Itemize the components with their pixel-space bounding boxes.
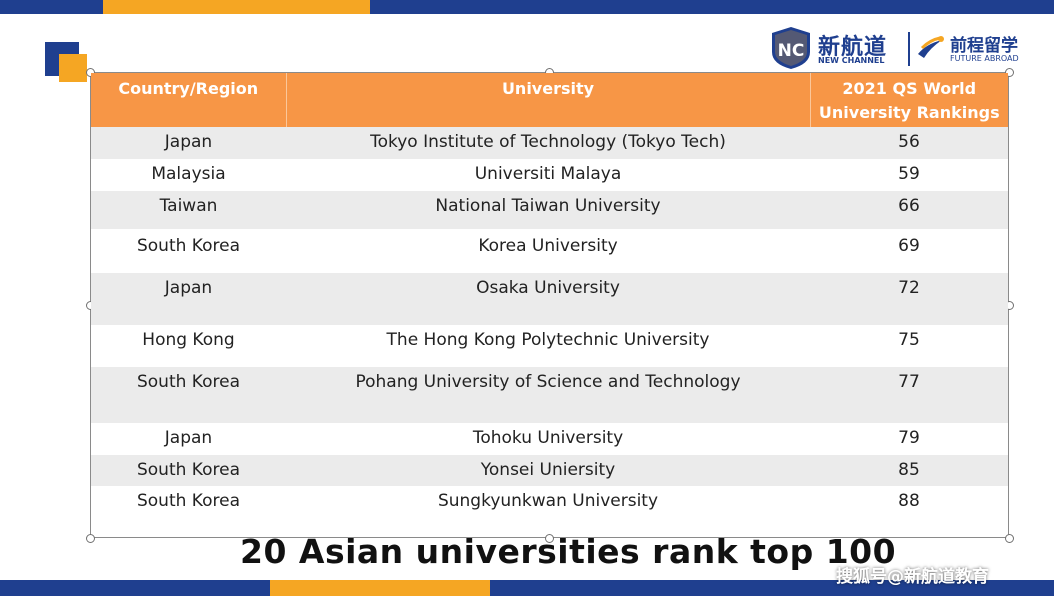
cell-country: South Korea <box>91 455 286 486</box>
cell-rank: 66 <box>810 191 1008 229</box>
cell-rank: 59 <box>898 164 920 184</box>
table-row: Hong Kong The Hong Kong Polytechnic Univ… <box>91 325 1008 367</box>
new-channel-shield-icon: NC <box>772 27 810 69</box>
cell-university: Yonsei Uniersity <box>286 455 810 486</box>
rankings-table: Country/Region University 2021 QS World … <box>91 73 1008 536</box>
cell-rank: 72 <box>810 273 1008 325</box>
table-row: Japan Osaka University 72 <box>91 273 1008 325</box>
cell-university: The Hong Kong Polytechnic University <box>386 330 710 350</box>
cell-country: Malaysia <box>151 164 226 184</box>
sohu-watermark: 搜狐号@新航道教育 <box>836 567 989 587</box>
resize-handle-top-left[interactable] <box>86 68 95 77</box>
cell-university: Tokyo Institute of Technology (Tokyo Tec… <box>286 127 810 159</box>
cell-rank: 88 <box>898 491 920 511</box>
future-abroad-icon <box>918 36 944 58</box>
table-row: South Korea Sungkyunkwan University 88 <box>91 486 1008 536</box>
brand-logos: NC 新航道 NEW CHANNEL 前程留学 FUTURE ABROAD <box>770 26 1028 70</box>
cell-rank: 75 <box>898 330 920 350</box>
bottom-bar-left <box>0 580 270 596</box>
table-row: South Korea Yonsei Uniersity 85 <box>91 455 1008 486</box>
header-university: University <box>286 73 811 127</box>
cell-rank: 69 <box>898 236 920 256</box>
slide-caption: 20 Asian universities rank top 100 <box>240 532 897 571</box>
cell-university: National Taiwan University <box>286 191 810 229</box>
top-bar-orange <box>103 0 370 14</box>
table-row: Japan Tohoku University 79 <box>91 423 1008 455</box>
bottom-bar-orange <box>270 580 490 596</box>
cell-university: Osaka University <box>286 273 810 325</box>
table-row: Japan Tokyo Institute of Technology (Tok… <box>91 127 1008 159</box>
logo-divider <box>908 32 910 66</box>
cell-university: Universiti Malaya <box>474 164 622 184</box>
cell-country: Japan <box>164 428 213 448</box>
header-ranking: 2021 QS World University Rankings <box>810 73 1008 127</box>
resize-handle-bottom-right[interactable] <box>1005 534 1014 543</box>
cell-university: Korea University <box>478 236 618 256</box>
resize-handle-bottom-center[interactable] <box>545 534 554 543</box>
top-bar-right <box>370 0 1054 14</box>
table-row: South Korea Korea University 69 <box>91 229 1008 273</box>
header-country: Country/Region <box>91 73 287 127</box>
top-bar-left <box>0 0 103 14</box>
new-channel-chinese: 新航道 <box>818 35 888 60</box>
cell-university: Tohoku University <box>472 428 624 448</box>
cell-university: Sungkyunkwan University <box>437 491 659 511</box>
cell-rank: 77 <box>810 367 1008 423</box>
new-channel-english: NEW CHANNEL <box>818 56 885 65</box>
resize-handle-top-right[interactable] <box>1005 68 1014 77</box>
decorative-square-orange <box>59 54 87 82</box>
cell-country: Taiwan <box>91 191 286 229</box>
cell-rank: 79 <box>898 428 920 448</box>
cell-university: Pohang University of Science and Technol… <box>286 367 810 423</box>
future-abroad-chinese: 前程留学 <box>950 36 1018 56</box>
cell-country: Japan <box>91 127 286 159</box>
table-header-row: Country/Region University 2021 QS World … <box>91 73 1008 127</box>
cell-country: South Korea <box>91 367 286 423</box>
table-row: Malaysia Universiti Malaya 59 <box>91 159 1008 191</box>
bottom-bar-right <box>490 580 1054 596</box>
table-row: Taiwan National Taiwan University 66 <box>91 191 1008 229</box>
nc-mark-text: NC <box>778 41 805 61</box>
cell-rank: 56 <box>810 127 1008 159</box>
cell-country: South Korea <box>136 236 240 256</box>
future-abroad-english: FUTURE ABROAD <box>950 54 1019 63</box>
cell-country: Japan <box>91 273 286 325</box>
resize-handle-bottom-left[interactable] <box>86 534 95 543</box>
cell-country: South Korea <box>136 491 240 511</box>
table-row: South Korea Pohang University of Science… <box>91 367 1008 423</box>
cell-rank: 85 <box>810 455 1008 486</box>
cell-country: Hong Kong <box>142 330 235 350</box>
